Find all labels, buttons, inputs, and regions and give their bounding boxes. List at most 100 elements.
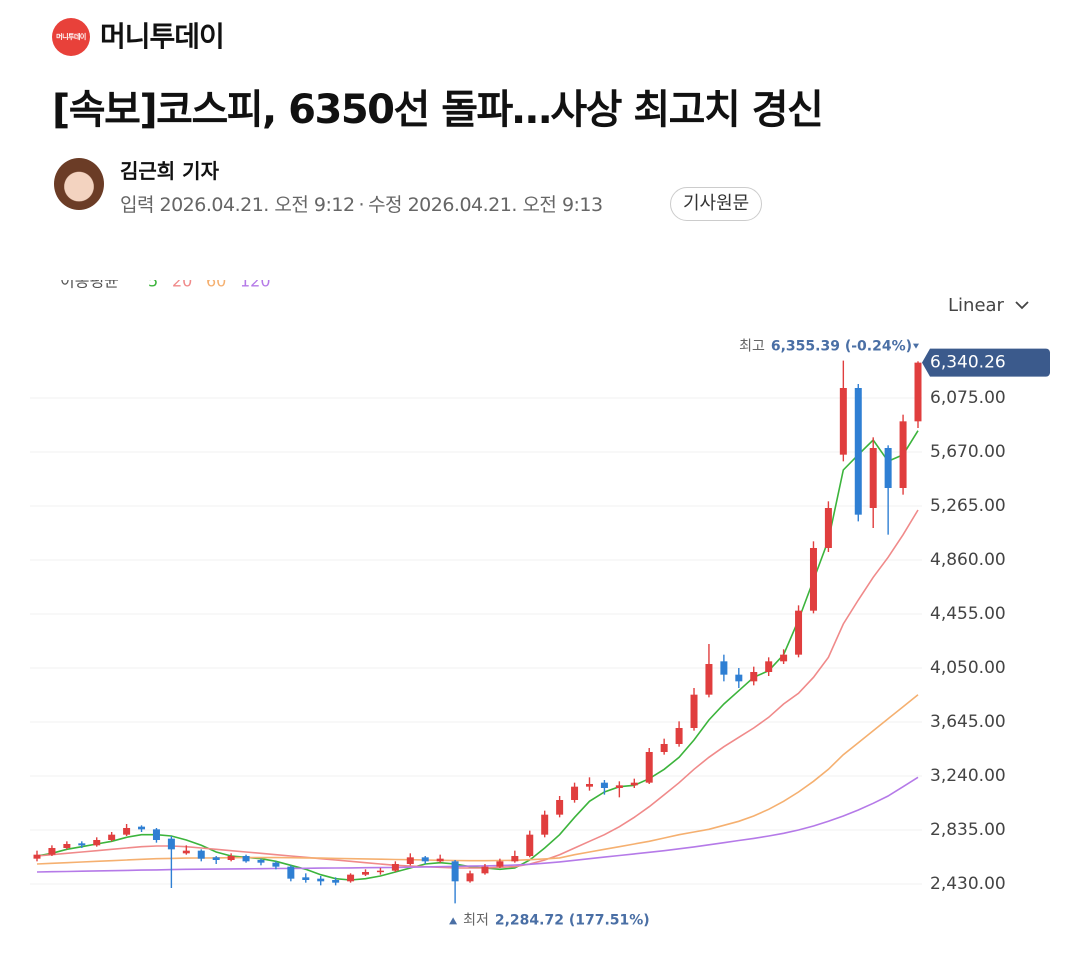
candle-body (660, 743, 668, 752)
y-tick-label: 4,455.00 (930, 604, 1006, 624)
logo[interactable]: 머니투데이 (52, 18, 90, 56)
article-dates: 입력 2026.04.21. 오전 9:12 · 수정 2026.04.21. 오전… (120, 191, 607, 219)
candle-body (63, 843, 71, 848)
candle-body (705, 663, 713, 695)
y-tick-label: 5,265.00 (930, 496, 1006, 516)
candle-body (93, 839, 101, 846)
candle-body (78, 843, 86, 846)
dropdown-chevron[interactable] (1015, 301, 1029, 310)
candle-body (496, 861, 504, 867)
candle-body (720, 661, 728, 675)
candle-body (600, 782, 608, 788)
modified-date: 수정 2026.04.21. 오전 9:13 (368, 194, 603, 216)
legend-entry: 20 (172, 272, 192, 291)
y-tick-label: 6,075.00 (930, 388, 1006, 408)
candle-body (242, 855, 250, 862)
candle-body (317, 878, 325, 882)
last-price-label: 6,340.26 (930, 353, 1006, 373)
candle-body (780, 654, 788, 662)
candle-body (287, 866, 295, 879)
author-name[interactable]: 김근희 기자 (120, 159, 219, 183)
high-marker (913, 343, 919, 349)
candle-body (615, 785, 623, 788)
y-tick-label: 2,835.00 (930, 820, 1006, 840)
candle-body (854, 387, 862, 515)
legend: 이동평균 5 20 60 120 (60, 272, 271, 291)
candle-body (795, 610, 803, 655)
candle-body (421, 857, 429, 862)
article-title: [속보]코스피, 6350선 돌파…사상 최고치 경신 (52, 87, 824, 133)
candle-body (630, 782, 638, 786)
y-tick-label: 2,430.00 (930, 874, 1006, 894)
high-annotation: 최고 6,355.39 (-0.24%) (739, 339, 912, 355)
candle-body (824, 507, 832, 548)
y-tick-label: 3,240.00 (930, 766, 1006, 786)
candle-body (406, 857, 414, 864)
candle-body (152, 829, 160, 840)
candle-body (227, 855, 235, 860)
candle-body (899, 421, 907, 488)
candle-body (541, 814, 549, 835)
candle-body (48, 847, 56, 855)
candle-body (451, 861, 459, 882)
candle-body (809, 547, 817, 611)
author-photo[interactable] (54, 158, 104, 210)
candle-body (123, 827, 131, 835)
candle-body (481, 866, 489, 874)
candle-body (167, 838, 175, 850)
candle-body (869, 447, 877, 508)
y-tick-label: 4,860.00 (930, 550, 1006, 570)
candle-body (257, 859, 265, 863)
low-value: 2,284.72 (177.51%) (495, 912, 650, 928)
candle-body (436, 858, 444, 862)
moving-average-line (36, 694, 919, 865)
candle-body (347, 874, 355, 882)
legend-entry: 60 (206, 272, 226, 291)
candle-body (690, 694, 698, 728)
brand-name[interactable]: 머니투데이 (100, 20, 225, 53)
candle-body (750, 671, 758, 682)
candle-body (138, 826, 146, 830)
low-annotation: 최저 2,284.72 (177.51%) (463, 912, 650, 928)
candle-body (735, 674, 743, 682)
candle-body (391, 863, 399, 871)
low-label: 최저 (463, 912, 489, 928)
moving-average-line (36, 509, 919, 869)
candle-body (362, 871, 370, 875)
candle-body (585, 783, 593, 787)
legend-entry: 120 (240, 272, 271, 291)
candle-body (511, 855, 519, 862)
separator: · (358, 194, 365, 216)
legend-title: 이동평균 (60, 272, 119, 291)
candle-body (466, 873, 474, 882)
legend-entry: 5 (148, 272, 158, 291)
candle-body (376, 870, 384, 873)
published-date: 입력 2026.04.21. 오전 9:12 (120, 194, 355, 216)
high-value: 6,355.39 (-0.24%) (771, 339, 912, 355)
candle-body (526, 834, 534, 856)
candle-body (765, 661, 773, 672)
candle-body (839, 387, 847, 455)
original-article-button[interactable]: 기사원문 (670, 187, 763, 221)
moving-average-line (36, 776, 919, 873)
candle-body (33, 854, 41, 859)
y-tick-label: 5,670.00 (930, 442, 1006, 462)
last-price-tag (922, 348, 1050, 377)
candle-body (645, 751, 653, 783)
candle-body (212, 857, 220, 860)
candle-body (556, 799, 564, 815)
scale-selector[interactable]: Linear (948, 295, 1005, 316)
candle-body (914, 362, 922, 422)
candle-body (302, 877, 310, 880)
candle-body (675, 727, 683, 744)
candle-body (332, 879, 340, 883)
candle-body (197, 850, 205, 859)
candle-body (884, 447, 892, 488)
candle-body (571, 786, 579, 800)
candle-body (182, 850, 190, 854)
high-label: 최고 (739, 339, 765, 355)
candle-body (108, 834, 116, 840)
